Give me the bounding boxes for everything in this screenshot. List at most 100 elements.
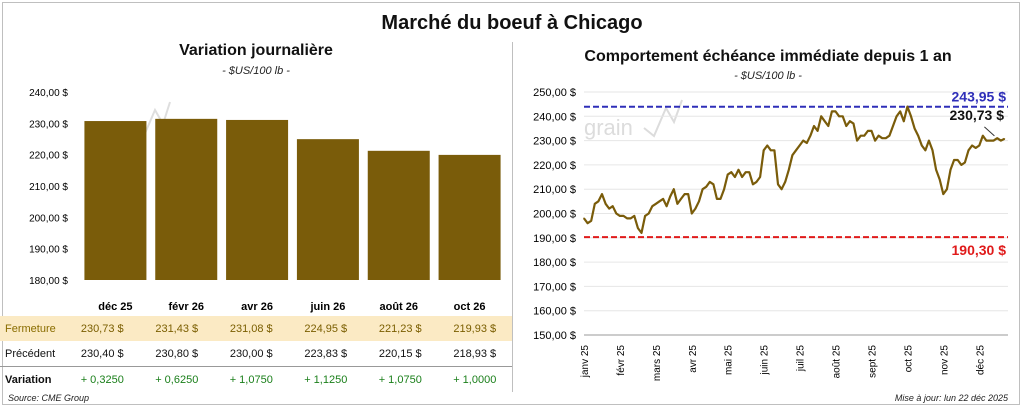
data-point [938, 178, 941, 181]
data-point [658, 200, 661, 203]
update-date: Mise à jour: lun 22 déc 2025 [894, 393, 1008, 403]
data-point [698, 200, 700, 203]
y-tick-label: 180,00 $ [533, 257, 576, 269]
y-tick-label: 180,00 $ [29, 276, 68, 287]
table-cell: + 1,0750 [214, 366, 289, 392]
y-tick-label: 170,00 $ [533, 281, 576, 293]
data-point [1003, 138, 1006, 140]
data-point [899, 110, 902, 113]
data-point [874, 139, 876, 142]
left-chart-title: Variation journalière [179, 42, 333, 59]
data-point [673, 188, 675, 190]
x-tick-label: juil 25 [796, 345, 807, 373]
data-point [683, 193, 686, 195]
x-tick-label: oct 26 [454, 301, 486, 313]
y-tick-label: 230,00 $ [29, 119, 68, 130]
bar-chart: grain180,00 $190,00 $200,00 $210,00 $220… [29, 88, 501, 313]
data-point [777, 183, 779, 186]
main-title: Marché du boeuf à Chicago [381, 12, 643, 34]
data-point [669, 195, 672, 198]
data-point [662, 198, 664, 200]
y-tick-label: 150,00 $ [533, 330, 576, 342]
data-point [877, 134, 880, 137]
right-chart-unit: - $US/100 lb - [734, 70, 802, 82]
data-point [827, 125, 830, 127]
data-point [644, 215, 646, 217]
data-point [946, 188, 948, 190]
x-tick-label: déc 25 [975, 345, 986, 375]
data-point [956, 159, 959, 161]
data-point [766, 144, 769, 147]
data-point [967, 149, 970, 152]
data-point [690, 212, 693, 215]
max-label: 243,95 $ [952, 89, 1007, 105]
y-tick-label: 160,00 $ [533, 306, 576, 318]
line-chart: grain 150,00 $ 160,00 $ 170,00 $ 180,00 $ 190… [533, 87, 1008, 382]
bar [226, 119, 289, 280]
data-point [867, 130, 869, 132]
y-tick-label: 190,00 $ [29, 245, 68, 256]
data-point [949, 168, 952, 171]
y-tick-label: 230,00 $ [533, 136, 576, 148]
data-point [841, 115, 844, 118]
x-tick-label: janv 25 [580, 345, 591, 379]
table-cell: 230,80 $ [155, 347, 199, 360]
bar [84, 121, 147, 280]
data-point [590, 219, 592, 222]
data-point [773, 149, 776, 152]
y-tick-label: 210,00 $ [533, 184, 576, 196]
data-point [716, 198, 718, 200]
data-point [655, 202, 657, 205]
x-tick-label: juin 26 [309, 301, 345, 313]
data-point [964, 161, 966, 164]
data-point [676, 202, 679, 205]
x-tick-label: nov 25 [939, 345, 950, 375]
data-point [694, 207, 697, 210]
bar [367, 150, 430, 280]
table-cell: 224,95 $ [288, 316, 363, 341]
source-note: Source: CME Group [8, 393, 90, 403]
table-cell: + 1,1250 [288, 366, 363, 392]
data-point [597, 200, 600, 203]
data-point [791, 154, 794, 156]
data-point [601, 193, 603, 195]
table-row-previous: Précédent 230,40 $ 230,80 $ 230,00 $ 223… [0, 341, 512, 367]
data-point [744, 171, 747, 173]
table-cell: 221,23 $ [363, 316, 438, 341]
data-point [759, 176, 761, 178]
data-point [823, 120, 826, 122]
table-cell: 230,40 $ [80, 347, 124, 360]
panel-divider [512, 42, 513, 392]
data-point [802, 139, 804, 142]
data-point [942, 193, 945, 195]
data-point [852, 122, 855, 125]
data-point [974, 147, 977, 149]
table-cell: 231,43 $ [139, 316, 214, 341]
data-point [680, 198, 682, 200]
x-tick-label: mars 25 [652, 345, 663, 382]
data-point [845, 125, 848, 127]
data-point [960, 164, 963, 166]
data-point [788, 168, 790, 171]
data-point [913, 127, 916, 130]
data-point [1000, 139, 1002, 142]
x-tick-label: févr 26 [169, 301, 204, 313]
y-tick-label: 210,00 $ [29, 182, 68, 193]
data-point [928, 139, 930, 142]
data-point [859, 134, 862, 137]
data-point [996, 137, 999, 139]
data-point [813, 125, 815, 127]
y-tick-label: 240,00 $ [533, 111, 576, 123]
data-point [770, 149, 772, 152]
data-point [626, 217, 628, 220]
data-point [593, 202, 596, 205]
data-point [953, 159, 955, 161]
table-cell: + 1,0000 [437, 366, 512, 392]
y-tick-label: 220,00 $ [533, 160, 576, 172]
data-point [834, 110, 837, 113]
table-row-variation: Variation + 0,3250 + 0,6250 + 1,0750 + 1… [0, 366, 512, 392]
row-label: Fermeture [0, 316, 65, 341]
data-point [633, 215, 636, 217]
data-point [780, 188, 783, 190]
data-point [622, 215, 625, 217]
